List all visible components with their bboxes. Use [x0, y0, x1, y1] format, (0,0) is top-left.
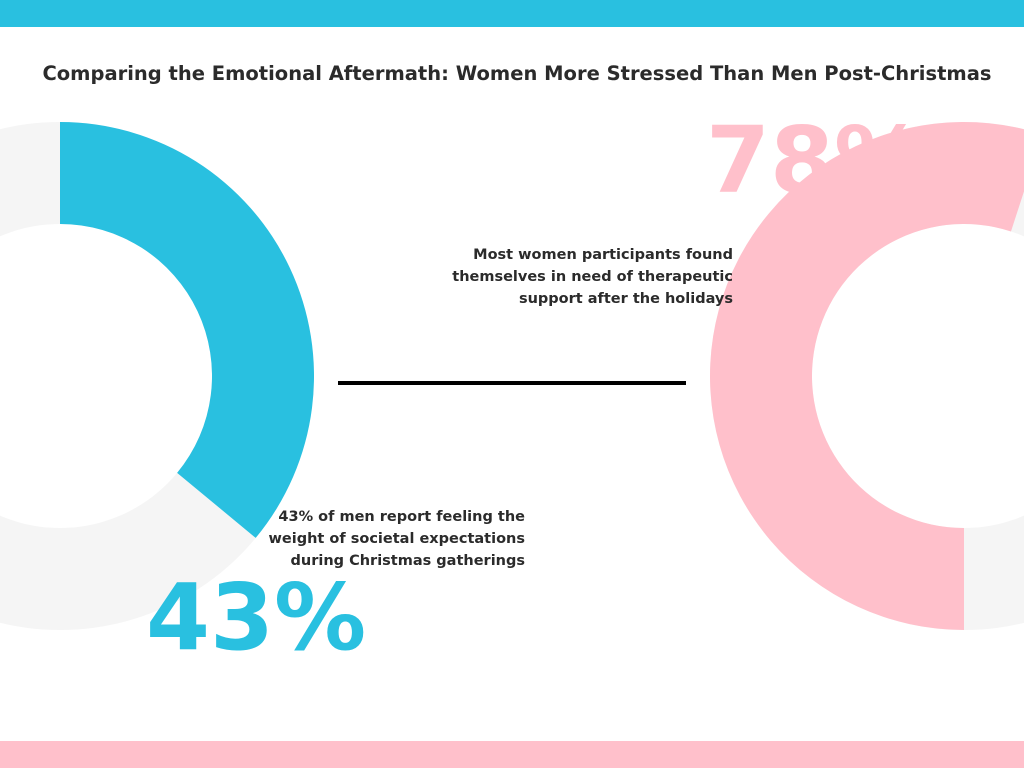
bottom-color-band — [0, 741, 1024, 768]
women-caption: Most women participants found themselves… — [452, 247, 733, 307]
women-percentage-label: 78% — [706, 107, 927, 214]
chart-title: Comparing the Emotional Aftermath: Women… — [42, 62, 992, 85]
men-donut-segment — [60, 122, 314, 538]
men-caption: 43% of men report feeling the weight of … — [268, 509, 525, 569]
men-percentage-label: 43% — [146, 564, 367, 671]
women-donut-segment — [710, 122, 1024, 630]
men-donut-chart — [0, 122, 314, 630]
top-color-band — [0, 0, 1024, 27]
divider-line — [338, 381, 686, 385]
women-donut-chart — [709, 122, 1024, 630]
